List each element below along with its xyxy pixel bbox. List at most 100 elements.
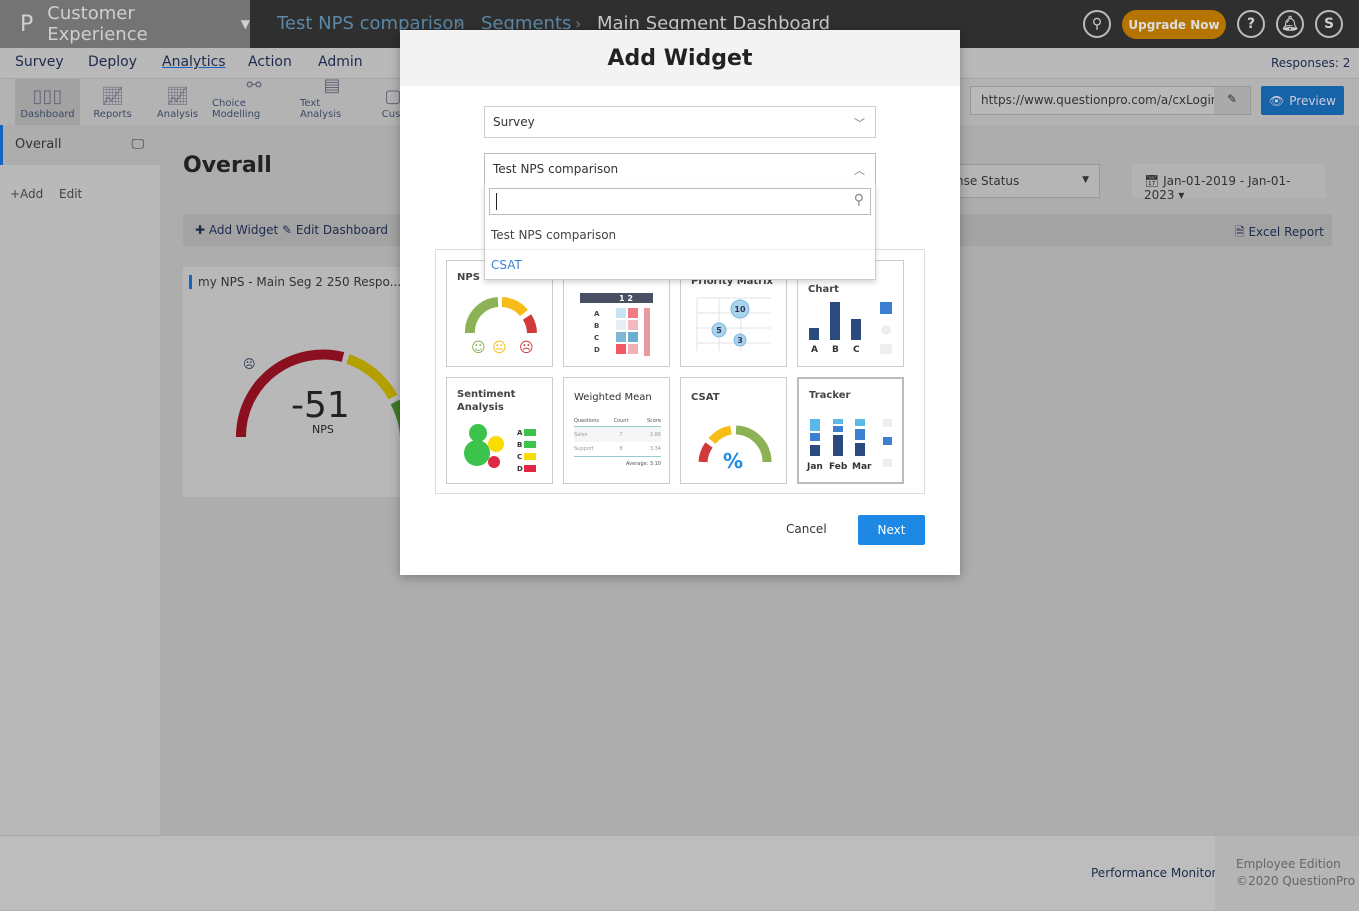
widget-tile-csat[interactable]: CSAT % (680, 377, 787, 484)
dropdown-option[interactable]: CSAT (491, 258, 522, 272)
caret-down-icon: ▼ (1082, 175, 1089, 185)
breadcrumb-segments[interactable]: Segments (481, 13, 572, 34)
nav-deploy[interactable]: Deploy (88, 54, 138, 70)
add-widget-button[interactable]: ✚ Add Widget (195, 223, 279, 237)
breadcrumb-survey[interactable]: Test NPS comparison (277, 13, 465, 34)
next-button[interactable]: Next (858, 515, 925, 545)
tile-label: Tracker (809, 390, 851, 401)
edit-dashboard-link[interactable]: Edit (59, 187, 83, 201)
nav-survey[interactable]: Survey (15, 54, 64, 70)
svg-text:☹: ☹ (519, 340, 534, 356)
nav-action[interactable]: Action (248, 54, 292, 70)
avatar[interactable]: S (1315, 10, 1343, 38)
nps-label: NPS (312, 423, 334, 436)
copyright: ©2020 QuestionPro (1236, 874, 1356, 888)
nps-value: -51 (291, 385, 350, 426)
filter-label: ponse Status (941, 174, 1020, 188)
upgrade-button[interactable]: Upgrade Now (1122, 10, 1226, 39)
cell: 7 (619, 431, 623, 438)
edit-dashboard-label: Edit Dashboard (295, 223, 389, 237)
widget-tile-tracker[interactable]: Tracker Jan Feb Mar (797, 377, 904, 484)
frown-icon: ☹ (243, 357, 256, 371)
nps-gauge-icon: ☺ 😐︎ ☹ (465, 297, 537, 356)
response-status-filter[interactable]: ponse Status ▼ (940, 164, 1100, 198)
nav-admin[interactable]: Admin (318, 54, 363, 70)
tool-reports[interactable]: 📈︎ Reports (85, 79, 140, 125)
calendar-icon: 📅︎ (1144, 174, 1160, 188)
svg-text:C: C (853, 345, 860, 355)
excel-report-button[interactable]: 🗎 Excel Report (1235, 225, 1324, 239)
sidebar-item-label: Overall (15, 137, 62, 152)
tile-label: CSAT (691, 392, 720, 403)
select-value: Test NPS comparison (493, 162, 619, 176)
preview-button[interactable]: 👁︎ Preview (1261, 86, 1344, 115)
footer: Performance Monitor Employee Edition ©202… (0, 835, 1359, 911)
excel-label: Excel Report (1248, 225, 1324, 239)
widget-title: my NPS - Main Seg 2 250 Respo... (189, 275, 401, 289)
svg-text:10: 10 (734, 305, 746, 314)
sidebar-item-overall[interactable]: Overall 🖵 (0, 125, 160, 165)
tool-choice-modelling[interactable]: ⚯ Choice Modelling (212, 75, 296, 125)
svg-text:A: A (811, 345, 818, 355)
logo: P (20, 11, 34, 37)
svg-text:C: C (594, 334, 599, 342)
svg-text:D: D (594, 346, 600, 354)
search-icon[interactable]: ⚲ (1083, 10, 1111, 38)
svg-text:B: B (517, 441, 522, 449)
svg-text:Jan: Jan (806, 462, 823, 472)
svg-text:Mar: Mar (852, 462, 872, 472)
chevron-up-icon: ︿ (854, 164, 865, 177)
document-icon: ▤ (323, 75, 341, 96)
preview-label: Preview (1289, 93, 1336, 108)
modal-title: Add Widget (400, 30, 960, 86)
caret-down-icon: ▼ (240, 17, 250, 31)
pencil-icon[interactable]: ✎ (1214, 87, 1250, 114)
chevron-down-icon: ﹀ (854, 117, 865, 130)
survey-select[interactable]: Test NPS comparison ︿ (484, 153, 876, 185)
tool-analysis[interactable]: 📈︎ Analysis (150, 79, 205, 125)
widget-tile-weighted-mean[interactable]: Weighted Mean Questions Count Score Sales 7… (563, 377, 670, 484)
help-icon[interactable]: ? (1237, 10, 1265, 38)
product-name: Customer Experience (47, 3, 148, 45)
bar-chart-icon: A B C (809, 302, 892, 355)
product-switcher[interactable]: P Customer Experience ▼ (0, 0, 250, 48)
edit-dashboard-button[interactable]: ✎ Edit Dashboard (282, 223, 389, 237)
dropdown-search-input[interactable]: ⚲ (489, 188, 871, 215)
performance-monitor-link[interactable]: Performance Monitor (1091, 866, 1217, 880)
tracker-icon: Jan Feb Mar (806, 419, 892, 472)
cell: Support (574, 446, 594, 452)
bell-icon[interactable]: 🔔︎ (1276, 10, 1304, 38)
survey-dropdown: ⚲ Test NPS comparison CSAT (484, 184, 876, 280)
header: Questions (574, 417, 599, 424)
nps-widget: my NPS - Main Seg 2 250 Respo... ☹ -51 N… (183, 267, 413, 497)
survey-type-select[interactable]: Survey ﹀ (484, 106, 876, 138)
chevron-right-icon: › (575, 14, 582, 33)
tool-label: Text Analysis (300, 98, 342, 120)
tool-label: Choice Modelling (212, 98, 261, 120)
nav-analytics[interactable]: Analytics (162, 54, 226, 70)
add-dashboard-link[interactable]: +Add (10, 187, 44, 201)
survey-url-field[interactable]: https://www.questionpro.com/a/cxLogin.d ✎ (970, 86, 1251, 115)
add-widget-modal: Add Widget Survey ﹀ Test NPS comparison ︿ … (400, 30, 960, 575)
tool-label: Reports (93, 109, 132, 120)
sidebar: Overall 🖵 +Add Edit (0, 125, 160, 835)
search-icon: ⚲ (853, 192, 864, 208)
date-range-picker[interactable]: 📅︎ Jan-01-2019 - Jan-01-2023 ▾ (1132, 164, 1326, 202)
responses-count: Responses: 2 (1271, 56, 1351, 70)
tool-custom[interactable]: ▢ Cust (378, 79, 408, 125)
cancel-button[interactable]: Cancel (786, 522, 827, 536)
average: Average: 3.10 (626, 461, 661, 467)
edition: Employee Edition (1236, 857, 1341, 871)
tool-text-analysis[interactable]: ▤ Text Analysis (300, 75, 364, 125)
monitor-icon: 🖵 (131, 137, 144, 152)
cell: 3.34 (649, 446, 661, 452)
tool-dashboard[interactable]: ▯▯▯ Dashboard (15, 79, 80, 125)
dropdown-option[interactable]: Test NPS comparison (485, 220, 875, 250)
cell: 8 (619, 446, 623, 452)
tile-label: Sentiment Analysis (457, 389, 516, 413)
